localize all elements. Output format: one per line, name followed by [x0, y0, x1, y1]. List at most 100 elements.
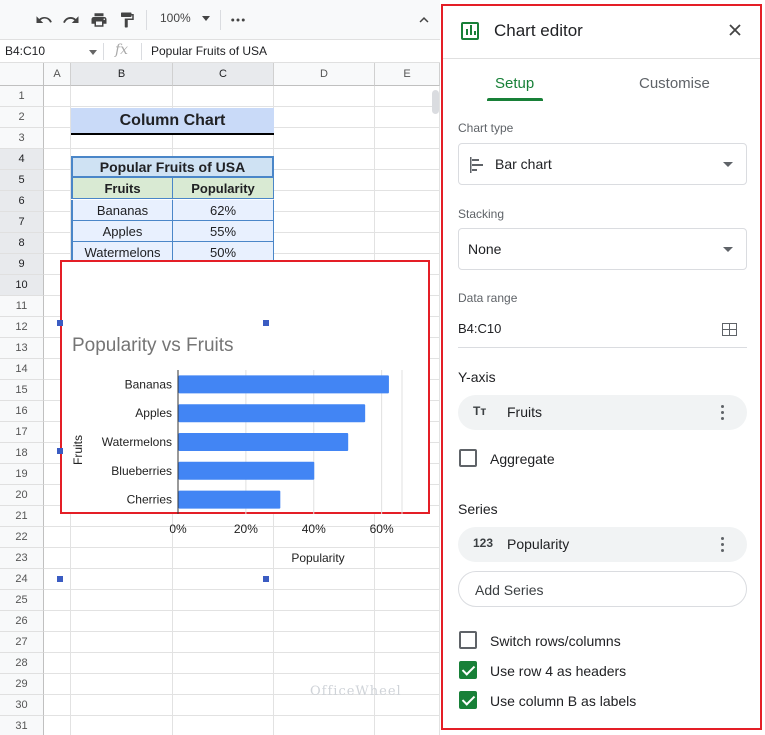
- row-header[interactable]: 3: [0, 128, 44, 149]
- chart-title[interactable]: Popularity vs Fruits: [72, 335, 234, 356]
- table-cell[interactable]: 62%: [173, 200, 274, 221]
- tab-setup[interactable]: Setup: [495, 75, 535, 92]
- use-column-labels-checkbox[interactable]: [459, 691, 477, 709]
- divider: [458, 347, 747, 348]
- row-header[interactable]: 7: [0, 212, 44, 233]
- print-icon[interactable]: [87, 8, 111, 32]
- row-header[interactable]: 12: [0, 317, 44, 338]
- collapse-menus-icon[interactable]: [412, 8, 436, 32]
- table-cell[interactable]: 55%: [173, 221, 274, 242]
- row-header[interactable]: 2: [0, 107, 44, 128]
- more-options-icon[interactable]: [226, 8, 250, 32]
- row-header[interactable]: 6: [0, 191, 44, 212]
- row-header[interactable]: 31: [0, 716, 44, 735]
- vertical-scrollbar[interactable]: [432, 90, 439, 114]
- tab-customise[interactable]: Customise: [639, 75, 710, 92]
- aggregate-checkbox[interactable]: [459, 449, 477, 467]
- formula-input[interactable]: Popular Fruits of USA: [151, 44, 268, 58]
- series-chip[interactable]: 123 Popularity: [458, 527, 747, 562]
- more-vert-icon[interactable]: [721, 536, 725, 553]
- chart-resize-handle[interactable]: [57, 320, 63, 326]
- chart-resize-handle[interactable]: [263, 320, 269, 326]
- row-header[interactable]: 1: [0, 86, 44, 107]
- add-series-button[interactable]: Add Series: [458, 571, 747, 607]
- chart-highlight-frame[interactable]: [60, 260, 430, 514]
- name-box[interactable]: B4:C10: [5, 44, 46, 58]
- chart-type-dropdown[interactable]: Bar chart: [458, 143, 747, 185]
- toolbar-divider: [220, 10, 221, 30]
- stacking-dropdown[interactable]: None: [458, 228, 747, 270]
- row-header[interactable]: 24: [0, 569, 44, 590]
- row-header[interactable]: 26: [0, 611, 44, 632]
- redo-icon[interactable]: [59, 8, 83, 32]
- chart-resize-handle[interactable]: [57, 576, 63, 582]
- select-range-icon[interactable]: [722, 323, 737, 336]
- grid-column-line: [439, 86, 440, 735]
- chart-type-label: Chart type: [458, 121, 514, 135]
- toolbar: 100%: [0, 0, 440, 40]
- use-row-headers-checkbox[interactable]: [459, 661, 477, 679]
- table-title-cell[interactable]: Popular Fruits of USA: [71, 156, 274, 178]
- column-header-e[interactable]: E: [375, 63, 440, 86]
- row-header[interactable]: 18: [0, 443, 44, 464]
- sheet-title-cell[interactable]: Column Chart: [71, 108, 274, 135]
- aggregate-label: Aggregate: [490, 451, 555, 467]
- grid-row-line: [44, 148, 440, 149]
- select-all-corner[interactable]: [0, 63, 44, 86]
- grid-row-line: [44, 715, 440, 716]
- divider: [443, 58, 760, 59]
- row-header[interactable]: 13: [0, 338, 44, 359]
- chart-editor-panel: Chart editor Setup Customise Chart type …: [441, 4, 762, 730]
- chart-resize-handle[interactable]: [263, 576, 269, 582]
- row-header[interactable]: 14: [0, 359, 44, 380]
- row-header[interactable]: 23: [0, 548, 44, 569]
- undo-icon[interactable]: [32, 8, 56, 32]
- stacking-label: Stacking: [458, 207, 505, 221]
- row-header[interactable]: 4: [0, 149, 44, 170]
- row-header[interactable]: 29: [0, 674, 44, 695]
- row-header[interactable]: 30: [0, 695, 44, 716]
- active-tab-indicator: [487, 98, 543, 101]
- row-header[interactable]: 11: [0, 296, 44, 317]
- chevron-down-icon[interactable]: [89, 50, 97, 55]
- row-header[interactable]: 27: [0, 632, 44, 653]
- divider: [103, 43, 104, 60]
- row-header[interactable]: 20: [0, 485, 44, 506]
- use-row-headers-label: Use row 4 as headers: [490, 663, 627, 679]
- table-header-cell[interactable]: Fruits: [71, 178, 173, 199]
- chevron-down-icon[interactable]: [202, 16, 210, 21]
- row-header[interactable]: 25: [0, 590, 44, 611]
- row-header[interactable]: 10: [0, 275, 44, 296]
- zoom-select[interactable]: 100%: [160, 11, 191, 25]
- column-header-b[interactable]: B: [71, 63, 173, 86]
- row-header[interactable]: 22: [0, 527, 44, 548]
- row-header[interactable]: 5: [0, 170, 44, 191]
- row-header[interactable]: 15: [0, 380, 44, 401]
- row-header[interactable]: 19: [0, 464, 44, 485]
- row-header[interactable]: 16: [0, 401, 44, 422]
- row-header[interactable]: 28: [0, 653, 44, 674]
- column-header-d[interactable]: D: [274, 63, 375, 86]
- table-cell[interactable]: Watermelons: [71, 242, 173, 263]
- chevron-down-icon: [723, 247, 733, 252]
- more-vert-icon[interactable]: [721, 404, 725, 421]
- table-cell[interactable]: Apples: [71, 221, 173, 242]
- row-header[interactable]: 9: [0, 254, 44, 275]
- table-header-cell[interactable]: Popularity: [173, 178, 274, 199]
- data-range-label: Data range: [458, 291, 518, 305]
- switch-rows-label: Switch rows/columns: [490, 633, 621, 649]
- chart-resize-handle[interactable]: [57, 448, 63, 454]
- yaxis-chip-label: Fruits: [507, 404, 542, 420]
- column-header-a[interactable]: A: [44, 63, 71, 86]
- column-header-c[interactable]: C: [173, 63, 274, 86]
- row-header[interactable]: 8: [0, 233, 44, 254]
- paint-format-icon[interactable]: [115, 8, 139, 32]
- table-cell[interactable]: Bananas: [71, 200, 173, 221]
- close-icon[interactable]: [727, 22, 743, 38]
- row-header[interactable]: 21: [0, 506, 44, 527]
- switch-rows-checkbox[interactable]: [459, 631, 477, 649]
- row-header[interactable]: 17: [0, 422, 44, 443]
- data-range-input[interactable]: B4:C10: [458, 321, 502, 336]
- stacking-value: None: [468, 241, 502, 257]
- yaxis-chip[interactable]: Tт Fruits: [458, 395, 747, 430]
